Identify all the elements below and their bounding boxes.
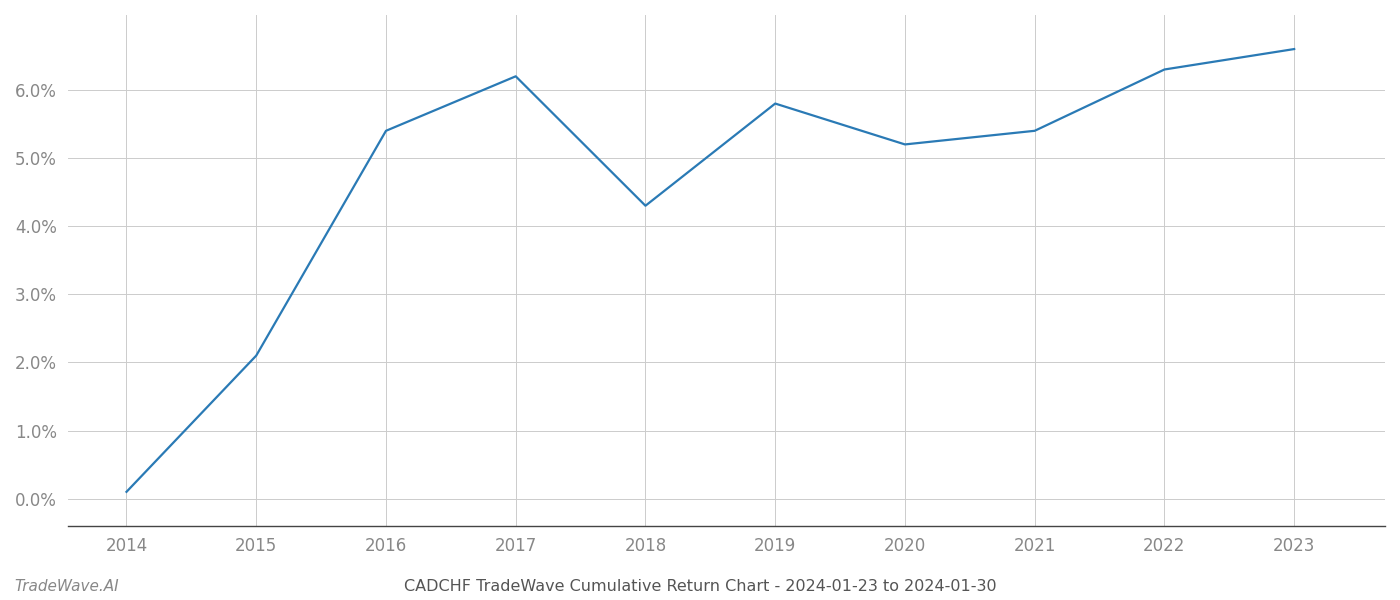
Text: CADCHF TradeWave Cumulative Return Chart - 2024-01-23 to 2024-01-30: CADCHF TradeWave Cumulative Return Chart… bbox=[403, 579, 997, 594]
Text: TradeWave.AI: TradeWave.AI bbox=[14, 579, 119, 594]
